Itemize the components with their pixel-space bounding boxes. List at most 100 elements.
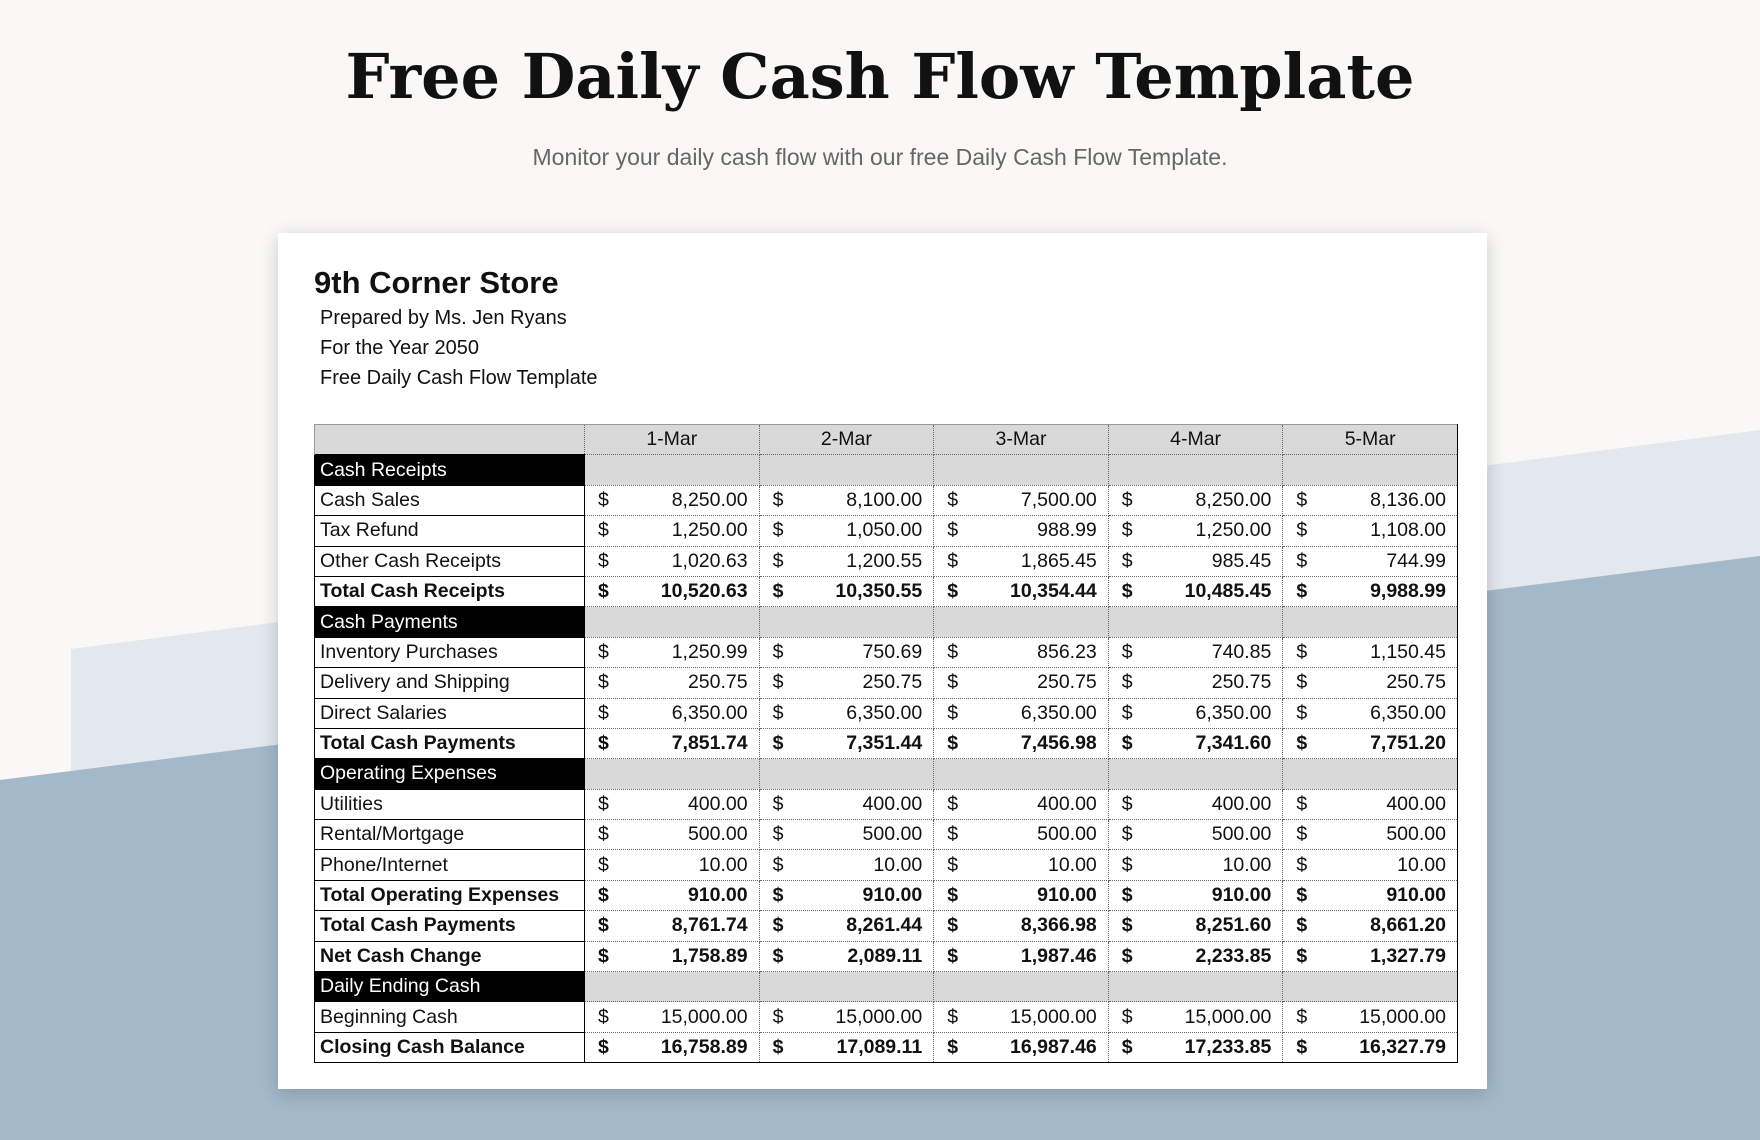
amount: 8,261.44 — [846, 914, 923, 937]
sheet-line: For the Year 2050 — [320, 337, 480, 359]
value-cell: $8,136.00 — [1282, 484, 1458, 517]
currency-sign: $ — [947, 701, 959, 724]
currency-sign: $ — [1121, 732, 1133, 755]
row-label: Inventory Purchases — [314, 636, 585, 669]
value-cell: $910.00 — [1282, 879, 1458, 912]
value-cell: $8,100.00 — [758, 484, 935, 517]
amount: 1,987.46 — [1020, 944, 1097, 967]
row-label: Utilities — [314, 788, 585, 821]
currency-sign: $ — [772, 914, 784, 937]
currency-sign: $ — [772, 1005, 784, 1028]
amount: 750.69 — [862, 640, 923, 663]
value-cell: $8,250.00 — [584, 484, 760, 517]
amount: 744.99 — [1386, 549, 1446, 572]
currency-sign: $ — [772, 1036, 784, 1058]
sheet-line: Free Daily Cash Flow Template — [320, 367, 598, 389]
currency-sign: $ — [1121, 701, 1133, 724]
value-cell: $740.85 — [1107, 636, 1284, 669]
value-cell: $6,350.00 — [1282, 697, 1458, 729]
amount: 500.00 — [1037, 823, 1097, 846]
value-cell: $910.00 — [1107, 879, 1284, 912]
value-cell: $1,200.55 — [758, 545, 935, 577]
amount: 8,100.00 — [846, 488, 923, 511]
amount: 2,089.11 — [847, 944, 923, 967]
amount: 8,251.60 — [1195, 914, 1272, 937]
value-cell: $250.75 — [584, 667, 760, 699]
currency-sign: $ — [1296, 640, 1308, 663]
value-cell: $250.75 — [758, 667, 935, 699]
header-corner — [314, 423, 585, 456]
section-row: Cash Payments — [314, 606, 1458, 638]
amount: 6,350.00 — [671, 701, 748, 724]
value-cell: $8,366.98 — [933, 910, 1109, 942]
row-label: Net Cash Change — [314, 940, 585, 973]
currency-sign: $ — [1296, 1036, 1308, 1058]
row-label: Phone/Internet — [314, 849, 585, 881]
value-cell: $10,354.44 — [933, 575, 1109, 608]
amount: 1,200.55 — [846, 549, 923, 572]
value-cell: $16,987.46 — [933, 1031, 1109, 1064]
currency-sign: $ — [1121, 1036, 1133, 1058]
amount: 910.00 — [862, 884, 923, 907]
value-cell: $910.00 — [758, 879, 935, 912]
amount: 988.99 — [1037, 519, 1097, 542]
amount: 500.00 — [687, 823, 748, 846]
currency-sign: $ — [947, 914, 959, 937]
value-cell: $400.00 — [933, 788, 1109, 821]
section-cell — [584, 758, 760, 790]
value-cell: $7,341.60 — [1107, 727, 1284, 760]
value-cell: $15,000.00 — [758, 1001, 935, 1033]
value-cell: $910.00 — [584, 879, 760, 912]
row-label: Direct Salaries — [314, 697, 585, 729]
currency-sign: $ — [1296, 884, 1308, 907]
currency-sign: $ — [598, 914, 609, 937]
currency-sign: $ — [947, 853, 959, 876]
item-row: Direct Salaries $6,350.00 $6,350.00 $6,350.… — [314, 697, 1458, 729]
amount: 8,366.98 — [1020, 914, 1097, 937]
row-label: Daily Ending Cash — [314, 971, 585, 1003]
item-row: Utilities $400.00 $400.00 $400.00 $400.00 $40… — [314, 788, 1458, 821]
amount: 910.00 — [1037, 884, 1097, 907]
column-header: 5-Mar — [1282, 423, 1458, 456]
value-cell: $10.00 — [584, 849, 760, 881]
value-cell: $10.00 — [1282, 849, 1458, 881]
value-cell: $17,089.11 — [758, 1031, 935, 1064]
amount: 7,456.98 — [1020, 732, 1097, 755]
value-cell: $8,251.60 — [1107, 910, 1284, 942]
value-cell: $1,250.00 — [584, 515, 760, 547]
currency-sign: $ — [1296, 792, 1308, 815]
currency-sign: $ — [1121, 944, 1133, 967]
value-cell: $500.00 — [758, 819, 935, 851]
value-cell: $10,520.63 — [584, 575, 760, 608]
amount: 740.85 — [1211, 640, 1272, 663]
amount: 1,250.99 — [671, 640, 748, 663]
currency-sign: $ — [772, 580, 784, 603]
row-label: Closing Cash Balance — [314, 1031, 585, 1064]
value-cell: $500.00 — [1282, 819, 1458, 851]
value-cell: $1,108.00 — [1282, 515, 1458, 547]
currency-sign: $ — [598, 792, 609, 815]
section-cell — [758, 971, 935, 1003]
amount: 8,761.74 — [671, 914, 748, 937]
amount: 500.00 — [862, 823, 923, 846]
item-row: Beginning Cash $15,000.00 $15,000.00 $15,00… — [314, 1001, 1458, 1033]
value-cell: $7,500.00 — [933, 484, 1109, 517]
value-cell: $6,350.00 — [584, 697, 760, 729]
row-label: Total Operating Expenses — [314, 879, 585, 912]
amount: 1,758.89 — [671, 944, 748, 967]
total-row: Total Cash Payments $8,761.74 $8,261.44 $8,… — [314, 910, 1458, 942]
value-cell: $15,000.00 — [584, 1001, 760, 1033]
currency-sign: $ — [947, 671, 959, 694]
value-cell: $1,327.79 — [1282, 940, 1458, 973]
amount: 400.00 — [862, 792, 923, 815]
value-cell: $8,661.20 — [1282, 910, 1458, 942]
amount: 250.75 — [862, 671, 923, 694]
row-label: Total Cash Payments — [314, 910, 585, 942]
item-row: Rental/Mortgage $500.00 $500.00 $500.00 $500… — [314, 819, 1458, 851]
amount: 10,485.45 — [1184, 580, 1272, 603]
value-cell: $500.00 — [933, 819, 1109, 851]
value-cell: $7,851.74 — [584, 727, 760, 760]
currency-sign: $ — [1296, 671, 1308, 694]
amount: 6,350.00 — [846, 701, 923, 724]
currency-sign: $ — [772, 944, 784, 967]
